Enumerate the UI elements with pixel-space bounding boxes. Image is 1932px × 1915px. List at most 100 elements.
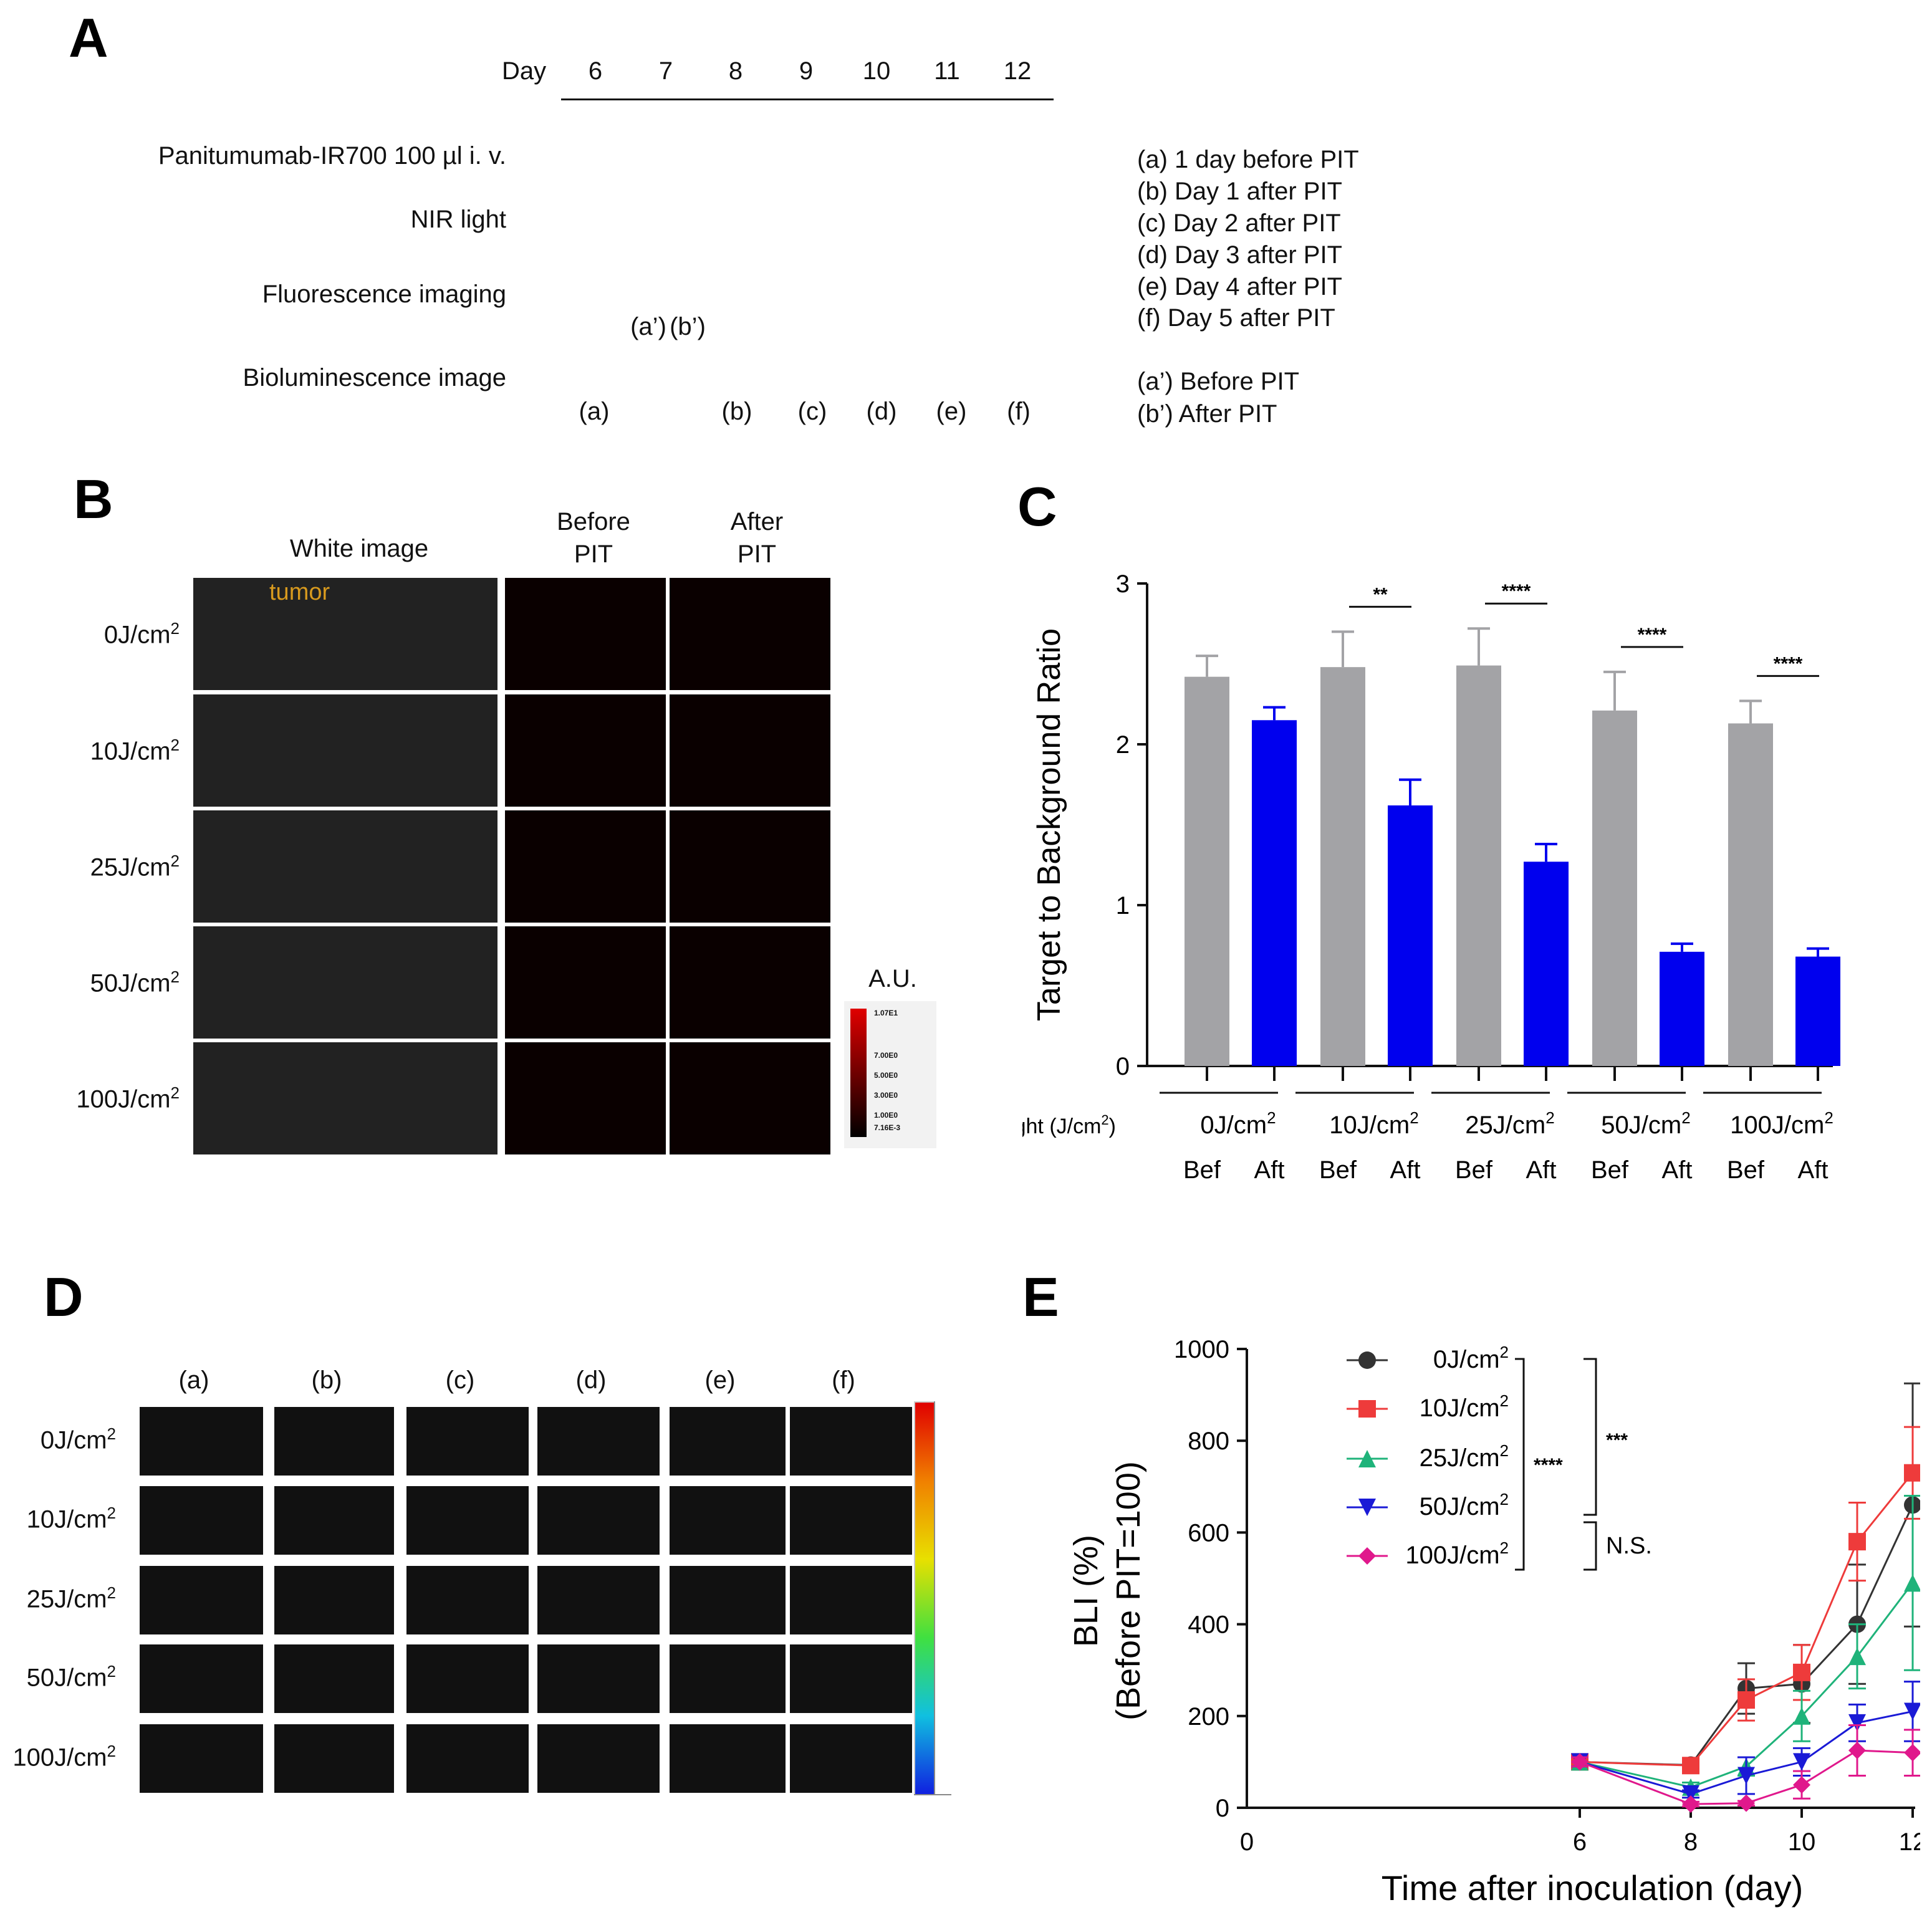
group-label: 100J/cm2 <box>1730 1108 1833 1139</box>
y-tick-label: 2 <box>1116 731 1130 759</box>
y-tick-label: 400 <box>1188 1611 1229 1639</box>
x-tick-label: 12 <box>1899 1828 1920 1856</box>
bli-image-tile <box>536 1723 661 1794</box>
bioluminescence-sub-label: (c) <box>797 398 827 425</box>
y-tick-label: 200 <box>1188 1703 1229 1730</box>
superscript: 2 <box>1500 1490 1509 1509</box>
bli-image-tile <box>138 1643 264 1714</box>
timeline-legend-item: (b’) After PIT <box>1137 400 1277 428</box>
sub-label: Bef <box>1319 1156 1357 1184</box>
bli-image-tile <box>273 1485 395 1556</box>
data-point-diamond <box>1737 1794 1755 1812</box>
bli-image-tile <box>405 1565 530 1636</box>
series-line <box>1579 1749 1913 1805</box>
significance-stars: **** <box>1638 625 1667 645</box>
sub-label: Aft <box>1254 1156 1285 1184</box>
stat-outer: *** <box>1606 1430 1628 1451</box>
after-pit-image <box>668 693 832 808</box>
day-label: Day <box>502 57 547 85</box>
y-tick-label: 3 <box>1116 570 1130 598</box>
bli-column-label: (c) <box>445 1366 475 1394</box>
white-image-tile <box>192 925 499 1040</box>
superscript: 2 <box>1500 1441 1509 1460</box>
white-image-tile <box>192 693 499 808</box>
sub-label: Aft <box>1390 1156 1421 1184</box>
before-pit-image <box>504 925 667 1040</box>
stat-inner: **** <box>1534 1455 1563 1476</box>
y-tick-label: 0 <box>1116 1053 1130 1080</box>
group-label: 10J/cm2 <box>1329 1108 1418 1139</box>
superscript: 2 <box>1500 1391 1509 1410</box>
tbr-bar-chart: 0 1 2 3 Target to Background Ratio Bef Aft 0J/c… <box>1022 570 1840 1184</box>
data-point-square <box>1737 1691 1755 1709</box>
after-pit-header: After <box>730 508 784 535</box>
bli-image-tile <box>273 1723 395 1794</box>
bli-image-tile <box>668 1485 787 1556</box>
y-axis-title: (Before PIT=100) <box>1110 1461 1147 1721</box>
timeline-row-label: Bioluminescence image <box>243 364 506 391</box>
data-point-diamond <box>1358 1547 1376 1565</box>
superscript: 2 <box>1500 1343 1509 1361</box>
bli-image-tile <box>138 1723 264 1794</box>
bioluminescence-sub-label: (a) <box>579 398 610 425</box>
data-point-diamond <box>1793 1776 1810 1794</box>
data-point-square <box>1682 1757 1699 1775</box>
data-point-diamond <box>1571 1753 1588 1771</box>
white-image-tile <box>192 1041 499 1156</box>
data-point-triangle <box>1793 1707 1810 1725</box>
bli-image-tile <box>789 1485 913 1556</box>
series-line <box>1579 1710 1913 1795</box>
significance-stars: **** <box>1502 581 1531 602</box>
bioluminescence-sub-label: (e) <box>936 398 967 425</box>
timeline-axis <box>561 98 1054 100</box>
significance-stars: **** <box>1774 653 1803 674</box>
sub-label: Aft <box>1798 1156 1829 1184</box>
x-axis-prefix-close: ) <box>1109 1115 1116 1138</box>
timeline-legend-item: (b) Day 1 after PIT <box>1137 178 1342 205</box>
legend-label: 100J/cm2 <box>1405 1538 1509 1569</box>
panel-label-a: A <box>69 7 108 69</box>
bli-image-tile <box>789 1723 913 1794</box>
bar-before <box>1456 665 1501 1066</box>
series-line <box>1579 1582 1914 1788</box>
superscript: 2 <box>107 1742 116 1760</box>
data-point-square <box>1848 1533 1866 1551</box>
legend-label: 0J/cm2 <box>1433 1343 1509 1373</box>
bli-image-tile <box>668 1565 787 1636</box>
white-image-tile <box>192 809 499 924</box>
bli-line-chart: 0 200 400 600 800 1000 0 6 8 10 12 Time after inocu… <box>1067 1336 1920 1908</box>
bli-column-label: (f) <box>832 1366 855 1394</box>
bioluminescence-sub-label: (d) <box>866 398 897 425</box>
superscript: 2 <box>170 736 180 754</box>
colorbar-tick: 7.00E0 <box>874 1051 898 1060</box>
bli-image-tile <box>789 1565 913 1636</box>
after-pit-image <box>668 809 832 924</box>
bli-image-tile <box>405 1406 530 1477</box>
sub-label: Bef <box>1727 1156 1765 1184</box>
before-pit-image <box>504 693 667 808</box>
bar-after <box>1524 862 1569 1066</box>
legend-label: 50J/cm2 <box>1420 1490 1509 1520</box>
fluence-row-label: 10J/cm2 <box>90 736 180 766</box>
x-tick-label: 6 <box>1573 1828 1587 1856</box>
data-point-diamond <box>1848 1742 1866 1759</box>
superscript: 2 <box>1545 1108 1554 1127</box>
before-pit-header: PIT <box>574 540 613 568</box>
bli-image-tile <box>405 1485 530 1556</box>
bli-image-tile <box>536 1485 661 1556</box>
sub-label: Aft <box>1662 1156 1693 1184</box>
superscript: 2 <box>107 1662 116 1681</box>
after-pit-image <box>668 1041 832 1156</box>
bli-image-tile <box>668 1723 787 1794</box>
data-point-square <box>1358 1400 1376 1418</box>
data-point-triangle <box>1904 1574 1920 1592</box>
timeline-row-label: Fluorescence imaging <box>262 281 506 308</box>
data-point-square <box>1793 1663 1810 1681</box>
bli-row-label: 0J/cm2 <box>40 1424 116 1454</box>
bli-image-tile <box>536 1643 661 1714</box>
bli-image-tile <box>138 1485 264 1556</box>
data-point-triangle-down <box>1793 1753 1810 1771</box>
bli-colorbar-rule <box>934 1401 935 1795</box>
before-pit-image <box>504 809 667 924</box>
colorbar-title: A.U. <box>868 965 917 992</box>
